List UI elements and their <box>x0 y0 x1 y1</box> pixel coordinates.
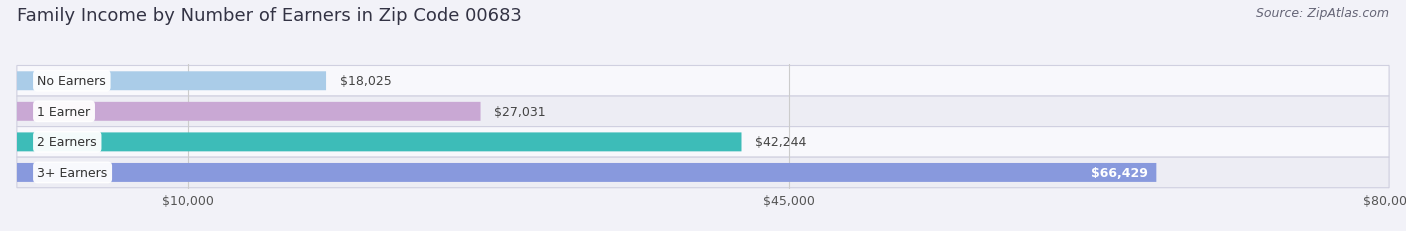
Text: No Earners: No Earners <box>38 75 107 88</box>
Text: $18,025: $18,025 <box>340 75 391 88</box>
FancyBboxPatch shape <box>17 66 1389 97</box>
Text: 3+ Earners: 3+ Earners <box>38 166 108 179</box>
Text: $66,429: $66,429 <box>1091 166 1147 179</box>
FancyBboxPatch shape <box>17 163 1156 182</box>
FancyBboxPatch shape <box>17 158 1389 188</box>
Text: 2 Earners: 2 Earners <box>38 136 97 149</box>
FancyBboxPatch shape <box>17 97 1389 127</box>
FancyBboxPatch shape <box>17 72 326 91</box>
Text: Source: ZipAtlas.com: Source: ZipAtlas.com <box>1256 7 1389 20</box>
Text: $42,244: $42,244 <box>755 136 807 149</box>
Text: $27,031: $27,031 <box>495 105 546 118</box>
FancyBboxPatch shape <box>17 127 1389 158</box>
Text: 1 Earner: 1 Earner <box>38 105 90 118</box>
Text: Family Income by Number of Earners in Zip Code 00683: Family Income by Number of Earners in Zi… <box>17 7 522 25</box>
FancyBboxPatch shape <box>17 133 741 152</box>
FancyBboxPatch shape <box>17 102 481 121</box>
